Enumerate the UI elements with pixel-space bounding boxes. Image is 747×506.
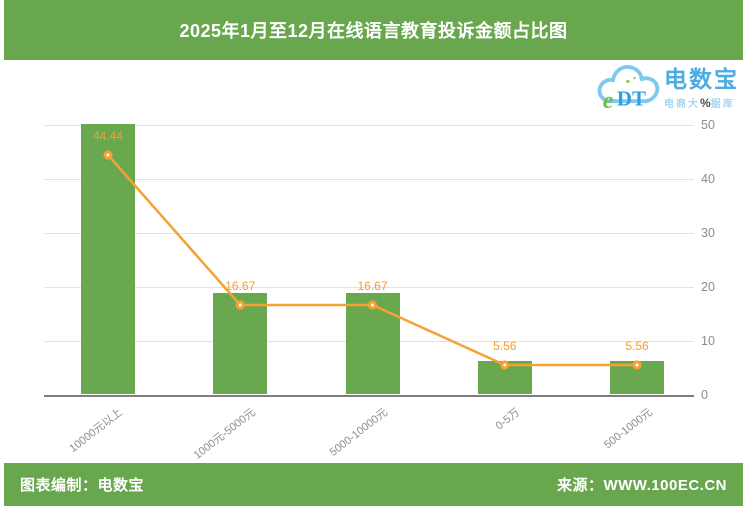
header-bar: 2025年1月至12月在线语言教育投诉金额占比图 xyxy=(4,0,743,60)
bar xyxy=(345,293,400,394)
brand-tagline: 电商大%据库 xyxy=(664,96,735,110)
logo-e-glyph: e xyxy=(603,87,614,114)
cloud-icon: e DT xyxy=(597,65,660,114)
x-tick-label: 5000-10000元 xyxy=(327,406,390,459)
gridline xyxy=(44,233,694,234)
footer-credit: 图表编制：电数宝 xyxy=(20,477,145,494)
value-label: 5.56 xyxy=(625,338,649,353)
value-label: 5.56 xyxy=(493,338,517,353)
brand-name: 电数宝 xyxy=(664,66,739,92)
x-axis-line xyxy=(44,395,694,397)
y-tick-label: 30 xyxy=(701,226,715,240)
y-tick-label: 0 xyxy=(701,388,708,402)
y-tick-label: 10 xyxy=(701,334,715,348)
value-label: 44.44 xyxy=(92,129,124,144)
percent-glyph: % xyxy=(700,96,711,110)
logo-dt-glyph: DT xyxy=(617,87,646,111)
y-tick-label: 50 xyxy=(701,118,715,132)
y-tick-label: 40 xyxy=(701,172,715,186)
footer-source: 来源：WWW.100EC.CN xyxy=(556,477,727,494)
bar xyxy=(213,293,268,394)
brand-wordmark: 电数宝 电商大%据库 xyxy=(664,66,739,110)
footer-bar: 图表编制：电数宝 来源：WWW.100EC.CN xyxy=(4,463,743,506)
x-tick-label: 10000元以上 xyxy=(67,406,126,455)
gridline xyxy=(44,125,694,126)
bar xyxy=(610,361,664,394)
brand-logo: e DT 电数宝 电商大%据库 xyxy=(596,60,739,116)
value-label: 16.67 xyxy=(225,278,256,293)
y-tick-label: 20 xyxy=(701,280,715,294)
page-title: 2025年1月至12月在线语言教育投诉金额占比图 xyxy=(179,21,568,41)
bar xyxy=(81,123,135,394)
value-label: 16.67 xyxy=(357,278,388,293)
bar xyxy=(477,361,532,394)
x-tick-label: 500-1000元 xyxy=(601,406,655,452)
x-tick-label: 0-5万 xyxy=(493,406,522,433)
gridline xyxy=(44,179,694,180)
x-tick-label: 1000元-5000元 xyxy=(191,406,258,462)
